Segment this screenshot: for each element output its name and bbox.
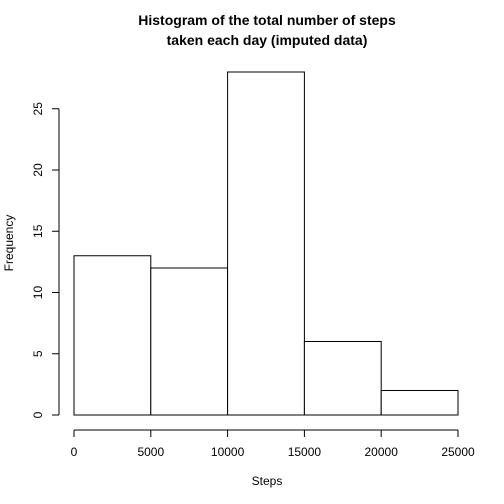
axes-layer: 0 5000 10000 15000 20000 25000 0 5 10 15 20 25: [31, 102, 475, 459]
y-tick-label-5: 20: [31, 163, 45, 177]
histogram-bar-3: [227, 71, 305, 416]
histogram-bar-2: [150, 267, 229, 416]
chart-title-line-2: taken each day (imputed data): [167, 32, 368, 48]
histogram-bar-5: [380, 390, 459, 416]
y-tick-label-4: 15: [31, 224, 45, 238]
x-tick-label-2: 5000: [137, 445, 164, 459]
y-tick-label-3: 10: [31, 286, 45, 300]
x-tick-label-1: 0: [71, 445, 78, 459]
x-tick-label-6: 25000: [441, 445, 475, 459]
x-tick-label-3: 10000: [211, 445, 245, 459]
chart-title-line-1: Histogram of the total number of steps: [138, 12, 396, 28]
histogram-bar-1: [73, 255, 152, 416]
y-axis-label: Frequency: [2, 215, 16, 272]
histogram-bar-4: [303, 341, 382, 416]
x-tick-label-5: 20000: [365, 445, 399, 459]
x-axis-label: Steps: [252, 474, 283, 488]
bars-layer: [73, 71, 459, 416]
y-tick-label-6: 25: [31, 102, 45, 116]
x-tick-label-4: 15000: [288, 445, 322, 459]
y-tick-label-1: 0: [31, 411, 45, 418]
y-tick-label-2: 5: [31, 350, 45, 357]
